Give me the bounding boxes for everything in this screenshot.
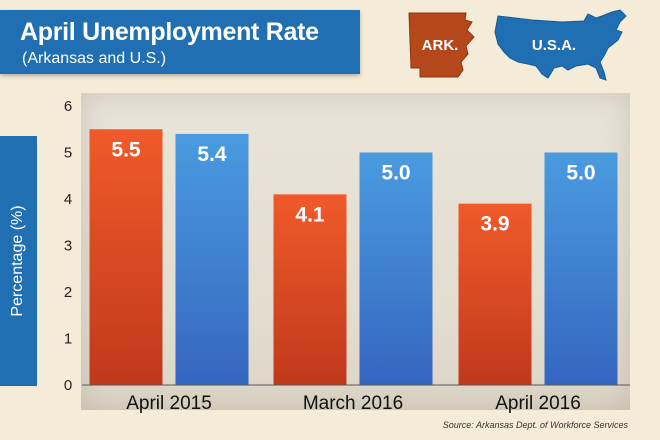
legend-label-usa: U.S.A. (532, 37, 576, 54)
x-category-label: April 2016 (495, 393, 581, 414)
data-label-usa-3: 5.0 (566, 162, 595, 185)
chart-title: April Unemployment Rate (20, 18, 319, 46)
data-label-ark-2: 4.1 (295, 203, 325, 226)
y-tick-label: 5 (64, 145, 72, 162)
y-tick-label: 3 (64, 238, 72, 255)
y-tick-label: 6 (64, 98, 72, 115)
y-axis-label-band (0, 136, 37, 386)
bar-ark-3 (458, 203, 532, 385)
arkansas-map-icon: ARK. (408, 12, 475, 78)
bar-usa-1 (175, 133, 249, 385)
x-category-label: April 2015 (126, 393, 212, 414)
data-label-ark-3: 3.9 (480, 213, 509, 236)
bar-usa-2 (359, 152, 433, 385)
data-label-usa-1: 5.4 (197, 143, 227, 166)
bar-ark-1 (89, 129, 163, 385)
legend-item-usa: U.S.A. (492, 8, 636, 88)
y-tick-label: 1 (64, 331, 72, 348)
legend-item-arkansas: ARK. (406, 10, 480, 82)
source-note: Source: Arkansas Dept. of Workforce Serv… (442, 420, 628, 430)
y-tick-label: 0 (64, 377, 72, 394)
usa-map-icon: U.S.A. (494, 9, 627, 81)
bar-ark-2 (273, 194, 347, 385)
x-category-label: March 2016 (303, 393, 403, 414)
title-banner: April Unemployment Rate (Arkansas and U.… (0, 10, 360, 74)
data-label-ark-1: 5.5 (111, 138, 141, 161)
bar-usa-3 (544, 152, 618, 385)
plot-area (81, 93, 630, 410)
legend-label-arkansas: ARK. (422, 37, 459, 54)
y-tick-label: 4 (64, 191, 72, 208)
data-label-usa-2: 5.0 (381, 162, 410, 185)
y-tick-label: 2 (64, 284, 72, 301)
chart-subtitle: (Arkansas and U.S.) (22, 50, 167, 67)
